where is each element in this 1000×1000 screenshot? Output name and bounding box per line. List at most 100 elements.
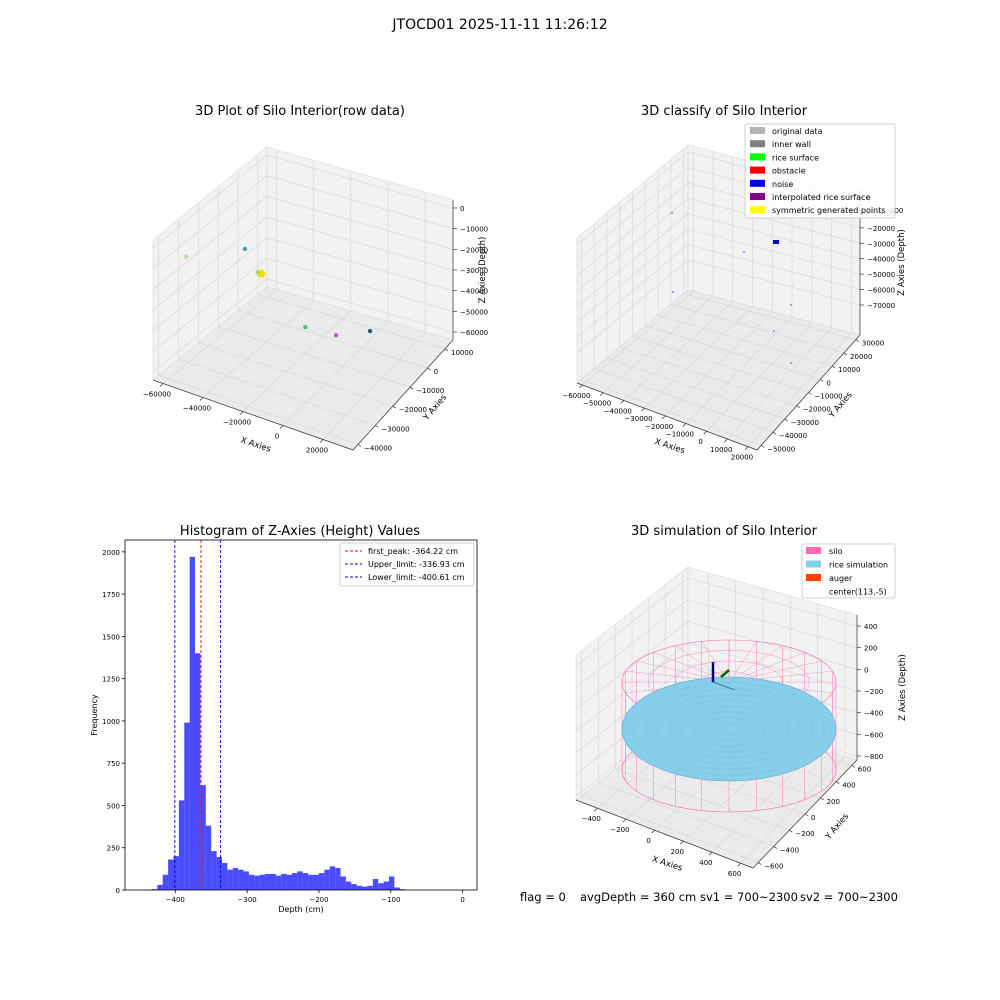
p2-xtick-mark bbox=[703, 430, 707, 435]
p3-hist-bar bbox=[216, 857, 222, 890]
p3-hist-bar bbox=[389, 876, 395, 890]
p2-legend-swatch bbox=[750, 127, 765, 134]
p3-ytick-label: 750 bbox=[107, 760, 120, 768]
p2-legend-swatch bbox=[750, 140, 765, 148]
p2-yaxis-line bbox=[756, 334, 861, 451]
p3-ytick-label: 1500 bbox=[102, 633, 120, 641]
p3-xtick-label: −200 bbox=[309, 896, 328, 904]
p3-hist-bar bbox=[227, 869, 233, 890]
p4-xtick-label: −400 bbox=[582, 815, 601, 823]
p4-rice-contour bbox=[669, 699, 789, 759]
p1-ztick-label: −20000 bbox=[460, 246, 488, 254]
p4-ztick-label: −600 bbox=[864, 731, 883, 739]
p1-ytick-mark bbox=[410, 386, 414, 390]
p4-yaxis-line bbox=[752, 759, 858, 869]
p4-xtick-mark bbox=[651, 829, 655, 834]
p2-ztick-label: −60000 bbox=[867, 287, 895, 295]
p2-ygrid bbox=[594, 368, 774, 433]
p4-xaxis-label: X Axies bbox=[651, 854, 684, 873]
p2-xtick-label: −10000 bbox=[666, 431, 694, 439]
p4-ytick-mark bbox=[820, 797, 824, 801]
p1-ytick-mark bbox=[375, 425, 379, 428]
p2-xtick-label: −30000 bbox=[624, 415, 652, 423]
p1-ygrid bbox=[198, 342, 393, 407]
p1-ygrid bbox=[218, 326, 411, 388]
p1-ztick-label: −60000 bbox=[460, 329, 488, 337]
p1-xtick-mark bbox=[319, 439, 324, 443]
p2-ytick-mark bbox=[831, 365, 836, 369]
p4-rice-contour bbox=[657, 694, 801, 764]
p2-ztick-label: −50000 bbox=[867, 271, 895, 279]
p3-hist-bar bbox=[173, 856, 179, 890]
p3-hist-bar bbox=[178, 800, 185, 890]
p2-ytick-mark bbox=[820, 378, 824, 382]
p4-ztick-label: −200 bbox=[864, 688, 883, 696]
p3-hist-bar bbox=[238, 869, 244, 890]
p1-ytick-mark bbox=[392, 405, 396, 409]
p3-hist-bar bbox=[211, 851, 217, 890]
p1-ygrid bbox=[257, 294, 446, 350]
p2-ygrid bbox=[657, 314, 833, 367]
p3-hist-bar bbox=[394, 887, 400, 890]
p1-zgrid bbox=[152, 175, 454, 269]
panel3-title: Histogram of Z-Axies (Height) Values bbox=[179, 524, 421, 539]
p4-xtick-label: 200 bbox=[671, 848, 684, 856]
p1-ytick-mark bbox=[427, 367, 431, 371]
p1-data-point bbox=[242, 246, 248, 252]
p3-hist-bar bbox=[313, 874, 319, 890]
p2-xtick-label: 0 bbox=[698, 438, 702, 446]
p1-xgrid bbox=[242, 310, 351, 412]
p1-zgrid bbox=[152, 216, 454, 311]
p1-zaxis-label: Z Axies (Depth) bbox=[478, 237, 488, 304]
p2-ytick-mark bbox=[760, 445, 765, 448]
p4-ztick-label: 0 bbox=[864, 666, 868, 674]
p3-hist-bar bbox=[265, 873, 271, 890]
p1-data-point bbox=[184, 254, 189, 259]
p2-ytick-label: −50000 bbox=[767, 445, 795, 453]
p2-xtick-mark bbox=[620, 400, 625, 404]
p3-hist-bar bbox=[275, 875, 282, 890]
p2-xtick-mark bbox=[682, 423, 687, 427]
p3-hist-bar bbox=[329, 866, 336, 890]
p2-xtick-label: −40000 bbox=[604, 407, 632, 415]
p3-hist-bar bbox=[200, 785, 206, 890]
p2-xtick-mark bbox=[599, 392, 604, 396]
p3-hist-bar bbox=[324, 869, 330, 890]
p1-data-point bbox=[333, 333, 339, 338]
p1-xgrid bbox=[162, 289, 277, 384]
p2-ygrid bbox=[581, 378, 762, 446]
p3-ytick-label: 250 bbox=[107, 845, 120, 853]
p3-legend-label: Lower_limit: -400.61 cm bbox=[368, 573, 465, 582]
p3-xtick-label: −400 bbox=[166, 896, 185, 904]
p2-ztick-label-partial: 000 bbox=[890, 207, 903, 215]
p2-xaxis-line bbox=[576, 382, 758, 451]
p4-xtick-mark bbox=[737, 862, 741, 867]
p2-ytick-mark bbox=[784, 418, 789, 422]
p3-hist-bar bbox=[243, 871, 249, 890]
p2-legend-label: rice surface bbox=[772, 153, 819, 162]
p2-legend-label: noise bbox=[772, 180, 793, 189]
p4-ygrid bbox=[598, 782, 774, 847]
p3-hist-bar bbox=[340, 876, 346, 890]
p4-xaxis-line bbox=[575, 799, 754, 869]
p2-legend-swatch bbox=[750, 166, 765, 174]
p2-zgrid bbox=[576, 244, 861, 338]
p2-ytick-label: −10000 bbox=[815, 393, 843, 401]
p2-xtick-label: 20000 bbox=[731, 454, 753, 462]
p3-hist-bar bbox=[356, 885, 363, 890]
p2-ytick-label: 20000 bbox=[850, 353, 872, 361]
p3-hist-bar bbox=[151, 889, 158, 890]
p2-ytick-label: −40000 bbox=[779, 432, 807, 440]
p3-hist-bar bbox=[221, 862, 228, 890]
p1-ztick-label: 0 bbox=[460, 205, 464, 213]
p2-legend-swatch bbox=[750, 179, 765, 187]
p4-ygrid bbox=[581, 795, 759, 863]
p2-noise-point bbox=[671, 212, 673, 214]
p2-xtick-mark bbox=[579, 384, 583, 389]
p4-ztick-label: 200 bbox=[864, 645, 877, 653]
p1-yaxis-line bbox=[352, 339, 454, 451]
p4-zgrid bbox=[575, 621, 858, 710]
p1-ytick-label: −10000 bbox=[416, 387, 444, 395]
p4-rice-contour bbox=[645, 688, 813, 770]
